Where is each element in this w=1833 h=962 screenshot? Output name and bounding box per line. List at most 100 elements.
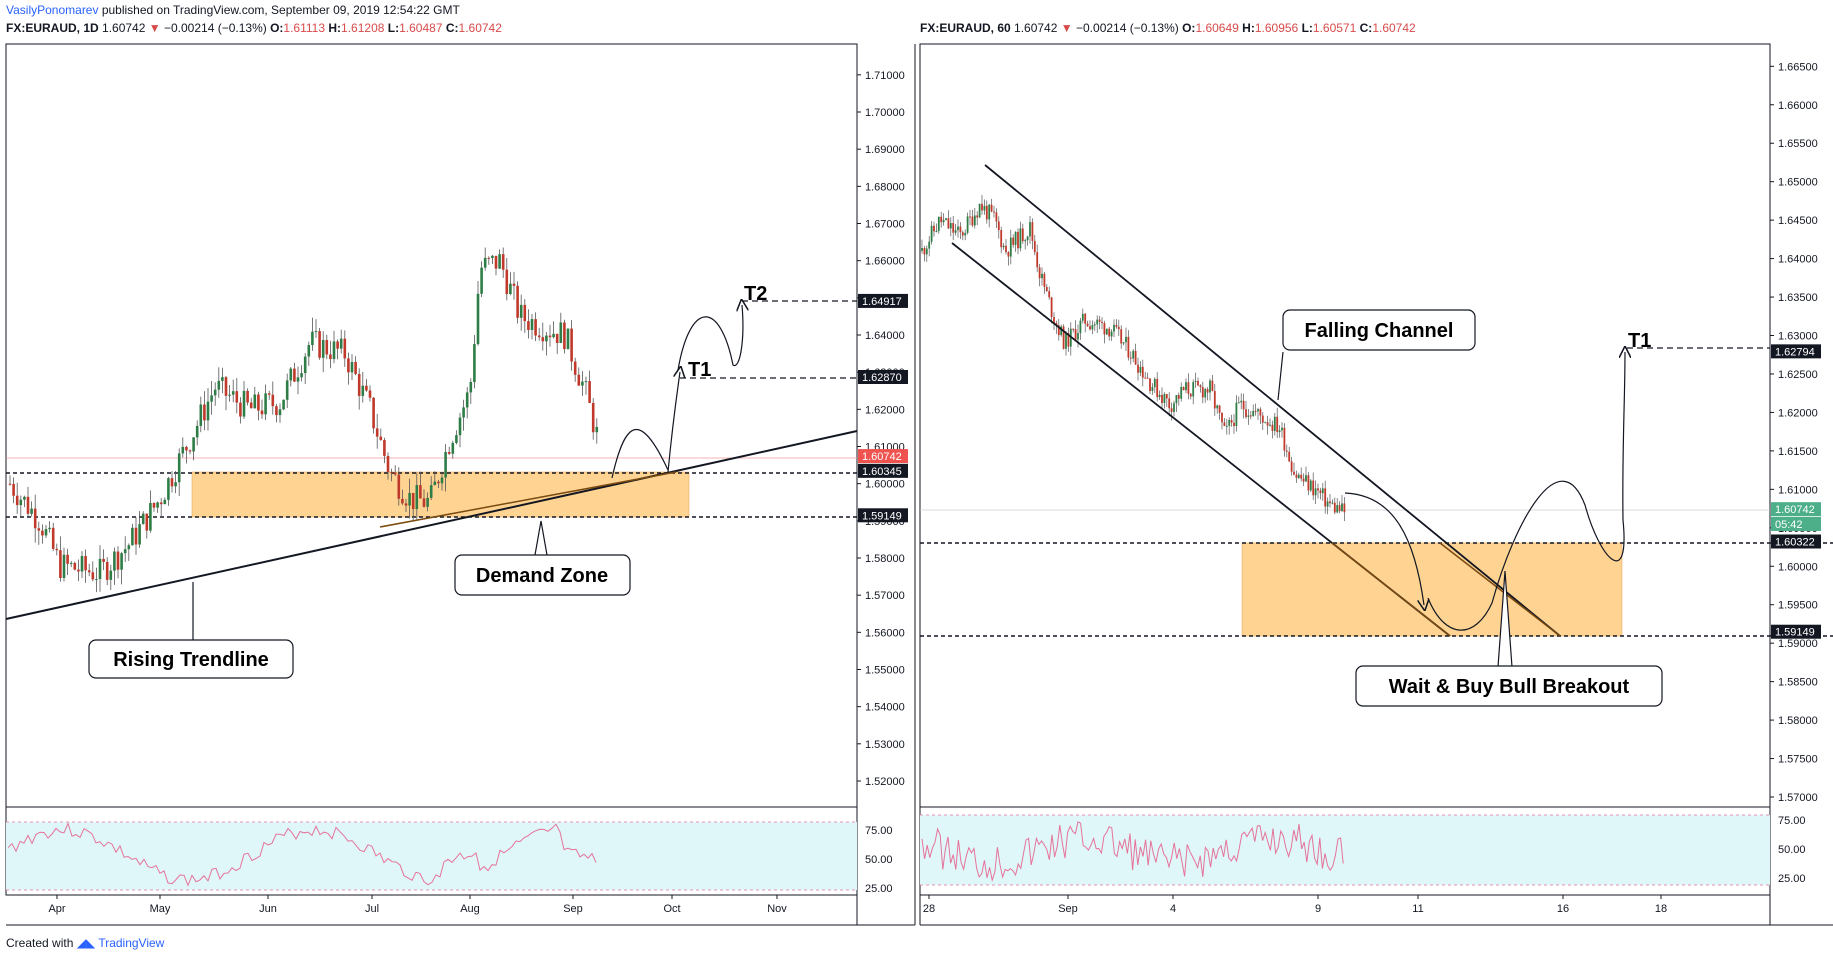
left-candle (339, 338, 343, 349)
right-candle (928, 241, 931, 249)
left-candle (354, 361, 357, 374)
left-candle (372, 397, 375, 429)
left-candle (271, 394, 275, 407)
left-candle (343, 338, 347, 359)
right-symbol[interactable]: FX:EURAUD, 60 (920, 21, 1011, 35)
left-candle (347, 358, 350, 373)
left-candle (429, 485, 433, 498)
right-candle (1050, 297, 1053, 318)
right-candle (952, 223, 955, 233)
right-price-tick: 1.64500 (1778, 215, 1818, 227)
right-candle (1233, 422, 1235, 427)
right-candle (1026, 236, 1029, 241)
right-candle (1199, 385, 1202, 388)
wait-buy-callout[interactable] (1355, 665, 1663, 707)
left-price-axis[interactable]: 1.71000 1.70000 1.69000 1.68000 1.67000 1.660… (857, 70, 905, 788)
charts-canvas[interactable]: T1 T2 Rising Trendline Demand Zone 1.710… (0, 0, 1833, 930)
left-candle (523, 304, 527, 322)
right-candle (1189, 393, 1192, 397)
left-candle (584, 381, 588, 383)
right-candle (1101, 321, 1103, 323)
right-price-tick: 1.60000 (1778, 561, 1818, 573)
right-candle (1067, 333, 1070, 347)
left-rsi-tick: 50.00 (865, 854, 893, 866)
left-candle (577, 374, 581, 386)
left-change: −0.00214 (−0.13%) (163, 21, 267, 35)
left-rsi-axis: 75.00 50.00 25.00 (865, 825, 893, 895)
right-candle (1283, 427, 1286, 451)
right-price-tick: 1.58500 (1778, 677, 1818, 689)
publish-header: VasilyPonomarev published on TradingView… (6, 3, 460, 17)
right-symbol-header: FX:EURAUD, 60 1.60742 ▼ −0.00214 (−0.13%… (920, 21, 1416, 35)
falling-channel-label: Falling Channel (1305, 320, 1454, 342)
right-candle (1170, 408, 1173, 412)
falling-channel-callout[interactable] (1282, 309, 1476, 351)
left-candles (8, 247, 599, 593)
left-rsi-band (6, 822, 857, 890)
footer: Created with ◢◣ TradingView (6, 936, 164, 950)
left-symbol[interactable]: FX:EURAUD, 1D (6, 21, 99, 35)
left-candle (246, 390, 249, 403)
left-time-axis[interactable]: Apr May Jun Jul Aug Sep Oct Nov (48, 895, 787, 915)
left-candle (527, 321, 530, 330)
right-candle (1084, 313, 1087, 324)
left-candle (109, 570, 113, 580)
left-candle (462, 407, 465, 418)
left-time-tick: Apr (48, 903, 65, 915)
right-candle (1151, 387, 1154, 391)
right-candle (1201, 387, 1204, 398)
right-candle (1281, 427, 1283, 431)
left-candle (563, 322, 566, 350)
left-candle (321, 339, 325, 358)
left-candle (213, 389, 217, 396)
right-price-tick: 1.66000 (1778, 100, 1818, 112)
demand-zone-callout[interactable] (454, 554, 631, 596)
left-candle (509, 283, 512, 294)
left-candle (361, 385, 365, 396)
left-price-tick: 1.67000 (865, 219, 905, 231)
right-candle (1209, 380, 1211, 393)
rising-trendline[interactable] (5, 430, 858, 620)
right-price-axis[interactable]: 1.66500 1.66000 1.65500 1.65000 1.64500 1.640… (1770, 61, 1818, 804)
left-candle (444, 451, 447, 478)
left-candle (512, 283, 516, 286)
left-candle (393, 472, 397, 475)
left-rsi-tick: 75.00 (865, 825, 893, 837)
right-candle (1012, 237, 1015, 245)
left-candle (131, 527, 134, 546)
left-candle (177, 453, 181, 483)
left-level-tag-label: 1.59149 (862, 510, 902, 522)
left-candle (242, 390, 246, 417)
right-candle (990, 204, 993, 212)
left-close: 1.60742 (458, 21, 502, 35)
left-level-tag (858, 293, 908, 308)
left-candle (260, 410, 264, 415)
right-time-axis[interactable]: 28 Sep 4 9 11 16 18 (923, 895, 1667, 915)
rising-trendline-callout[interactable] (88, 639, 294, 679)
right-price-tick: 1.59000 (1778, 638, 1818, 650)
left-candle (116, 551, 120, 570)
left-candle (336, 341, 339, 349)
right-candle (1173, 403, 1175, 412)
right-price-tick: 1.65000 (1778, 177, 1818, 189)
tradingview-brand-link[interactable]: TradingView (98, 936, 165, 950)
right-candle (1009, 237, 1012, 257)
left-candle (519, 304, 523, 318)
left-level-tag-label: 1.60742 (862, 451, 902, 463)
trendline-in-zone (379, 471, 677, 528)
left-time-tick: Oct (663, 903, 680, 915)
right-candle (997, 221, 1000, 231)
left-candle (141, 513, 145, 525)
left-candle (221, 377, 224, 381)
right-candle (1242, 400, 1245, 410)
left-candle (473, 344, 476, 382)
left-candle (152, 502, 156, 508)
left-candle (228, 394, 231, 396)
left-candle (163, 499, 167, 505)
author-link[interactable]: VasilyPonomarev (6, 3, 99, 17)
falling-channel-upper[interactable] (984, 164, 1561, 637)
right-candle (1024, 240, 1027, 242)
right-candle (1300, 474, 1303, 479)
left-candle (383, 440, 386, 456)
right-price-tick: 1.65500 (1778, 138, 1818, 150)
